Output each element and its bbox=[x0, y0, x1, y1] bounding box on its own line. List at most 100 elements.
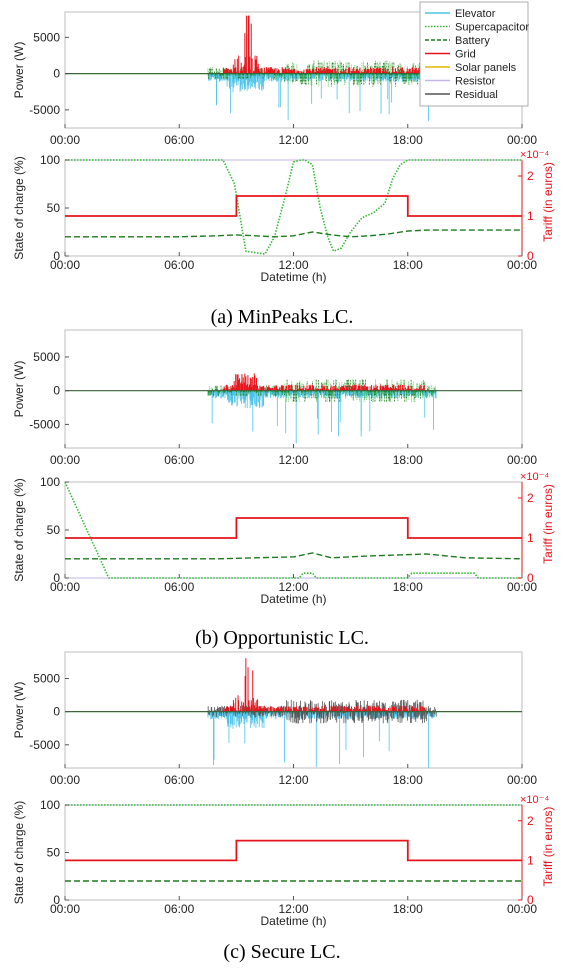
soc-ytick-label: 100 bbox=[40, 798, 60, 812]
power-ytick-label: 0 bbox=[53, 67, 60, 81]
power-xtick-label: 18:00 bbox=[393, 453, 423, 467]
legend-label: Resistor bbox=[455, 76, 496, 88]
legend-label: Grid bbox=[455, 49, 476, 61]
soc-axes-box bbox=[64, 804, 523, 901]
battery-soc-line bbox=[65, 229, 522, 238]
panel-caption: (a) MinPeaks LC. bbox=[211, 306, 354, 328]
soc-ylabel: State of charge (%) bbox=[12, 801, 26, 904]
soc-xlabel: Datetime (h) bbox=[260, 914, 326, 928]
soc-ylabel: State of charge (%) bbox=[12, 478, 26, 581]
battery-soc-line bbox=[65, 552, 523, 560]
power-axes-box bbox=[64, 329, 523, 449]
soc-ytick-label: 0 bbox=[53, 893, 60, 907]
power-xtick-label: 00:00 bbox=[50, 133, 80, 147]
power-axes: -5000 0 5000 00:00 06:00 12:00 18:00 00:00 Power… bbox=[12, 651, 537, 787]
soc-xtick-label: 00:00 bbox=[507, 258, 537, 272]
soc-ylabel: State of charge (%) bbox=[12, 156, 26, 259]
tariff-line bbox=[65, 195, 522, 217]
panel-caption: (c) Secure LC. bbox=[223, 941, 340, 963]
power-xtick-label: 00:00 bbox=[507, 773, 537, 787]
tariff-ytick-label: 0 bbox=[527, 893, 534, 907]
soc-xtick-label: 00:00 bbox=[50, 902, 80, 916]
power-ylabel: Power (W) bbox=[12, 42, 26, 99]
tariff-ylabel: Tariff (in euros) bbox=[541, 162, 555, 242]
tariff-ylabel: Tariff (in euros) bbox=[541, 807, 555, 887]
soc-xtick-label: 18:00 bbox=[393, 902, 423, 916]
soc-ytick-label: 0 bbox=[53, 249, 60, 263]
power-xtick-label: 00:00 bbox=[507, 133, 537, 147]
soc-xtick-label: 18:00 bbox=[393, 580, 423, 594]
soc-xlabel: Datetime (h) bbox=[260, 270, 326, 284]
power-ytick-label: 5000 bbox=[33, 350, 60, 364]
tariff-line bbox=[65, 839, 522, 862]
legend-label: Supercapacitor bbox=[455, 22, 529, 34]
soc-xtick-label: 06:00 bbox=[164, 258, 194, 272]
power-axes: -5000 0 5000 00:00 06:00 12:00 18:00 00:00 Power… bbox=[12, 329, 537, 467]
tariff-multiplier: ×10⁻⁴ bbox=[520, 471, 549, 483]
tariff-line bbox=[65, 517, 522, 539]
power-ylabel: Power (W) bbox=[12, 682, 26, 739]
power-xtick-label: 06:00 bbox=[164, 453, 194, 467]
tariff-multiplier: ×10⁻⁴ bbox=[520, 794, 549, 806]
tariff-ytick-label: 0 bbox=[527, 249, 534, 263]
power-ytick-label: 5000 bbox=[33, 672, 60, 686]
soc-ytick-label: 0 bbox=[53, 571, 60, 585]
panel-caption: (b) Opportunistic LC. bbox=[195, 627, 369, 649]
power-traces bbox=[65, 658, 522, 768]
power-ytick-label: 0 bbox=[53, 384, 60, 398]
legend-label: Solar panels bbox=[455, 62, 517, 74]
power-xtick-label: 18:00 bbox=[393, 133, 423, 147]
soc-ytick-label: 50 bbox=[47, 846, 61, 860]
supercapacitor-soc-line bbox=[65, 159, 522, 255]
soc-xtick-label: 00:00 bbox=[50, 580, 80, 594]
soc-xtick-label: 18:00 bbox=[393, 258, 423, 272]
power-ytick-label: -5000 bbox=[29, 417, 60, 431]
legend-label: Elevator bbox=[455, 8, 496, 20]
tariff-ytick-label: 1 bbox=[527, 853, 534, 867]
soc-axes: 0 50 100 0 1 2 ×10⁻⁴ 00:00 06:00 12:00 18:00 00:00 D… bbox=[12, 794, 555, 928]
legend-label: Battery bbox=[455, 35, 490, 47]
power-xtick-label: 12:00 bbox=[278, 773, 308, 787]
soc-ytick-label: 100 bbox=[40, 153, 60, 167]
tariff-ylabel: Tariff (in euros) bbox=[541, 484, 555, 564]
soc-axes-box bbox=[64, 481, 523, 579]
soc-xtick-label: 06:00 bbox=[164, 902, 194, 916]
power-xtick-label: 00:00 bbox=[50, 453, 80, 467]
power-xtick-label: 00:00 bbox=[507, 453, 537, 467]
soc-xtick-label: 00:00 bbox=[507, 902, 537, 916]
soc-axes: 0 50 100 0 1 2 ×10⁻⁴ 00:00 06:00 12:00 18:00 00:00 D… bbox=[12, 149, 555, 284]
tariff-multiplier: ×10⁻⁴ bbox=[520, 149, 549, 161]
tariff-ytick-label: 2 bbox=[527, 814, 534, 828]
power-xtick-label: 00:00 bbox=[50, 773, 80, 787]
soc-xtick-label: 00:00 bbox=[507, 580, 537, 594]
soc-ytick-label: 50 bbox=[47, 201, 61, 215]
power-xtick-label: 18:00 bbox=[393, 773, 423, 787]
soc-xtick-label: 00:00 bbox=[50, 258, 80, 272]
soc-xlabel: Datetime (h) bbox=[260, 592, 326, 606]
supercapacitor-soc-line bbox=[64, 481, 522, 579]
soc-xtick-label: 12:00 bbox=[278, 902, 308, 916]
soc-axes-box bbox=[64, 159, 523, 257]
legend-label: Residual bbox=[455, 89, 498, 101]
soc-ytick-label: 100 bbox=[40, 475, 60, 489]
power-ytick-label: 5000 bbox=[33, 30, 60, 44]
power-ylabel: Power (W) bbox=[12, 361, 26, 418]
tariff-ytick-label: 2 bbox=[527, 491, 534, 505]
power-traces bbox=[65, 373, 522, 444]
tariff-ytick-label: 2 bbox=[527, 169, 534, 183]
panel-b: -5000 0 5000 00:00 06:00 12:00 18:00 00:00 Power… bbox=[12, 329, 555, 649]
power-xtick-label: 12:00 bbox=[278, 453, 308, 467]
soc-xtick-label: 06:00 bbox=[164, 580, 194, 594]
power-xtick-label: 06:00 bbox=[164, 773, 194, 787]
power-ytick-label: 0 bbox=[53, 705, 60, 719]
power-ytick-label: -5000 bbox=[29, 738, 60, 752]
soc-xtick-label: 12:00 bbox=[278, 258, 308, 272]
tariff-ytick-label: 1 bbox=[527, 209, 534, 223]
soc-xtick-label: 12:00 bbox=[278, 580, 308, 594]
power-ytick-label: -5000 bbox=[29, 103, 60, 117]
power-xtick-label: 06:00 bbox=[164, 133, 194, 147]
soc-axes: 0 50 100 0 1 2 ×10⁻⁴ 00:00 06:00 12:00 18:00 00:00 D… bbox=[12, 471, 555, 606]
